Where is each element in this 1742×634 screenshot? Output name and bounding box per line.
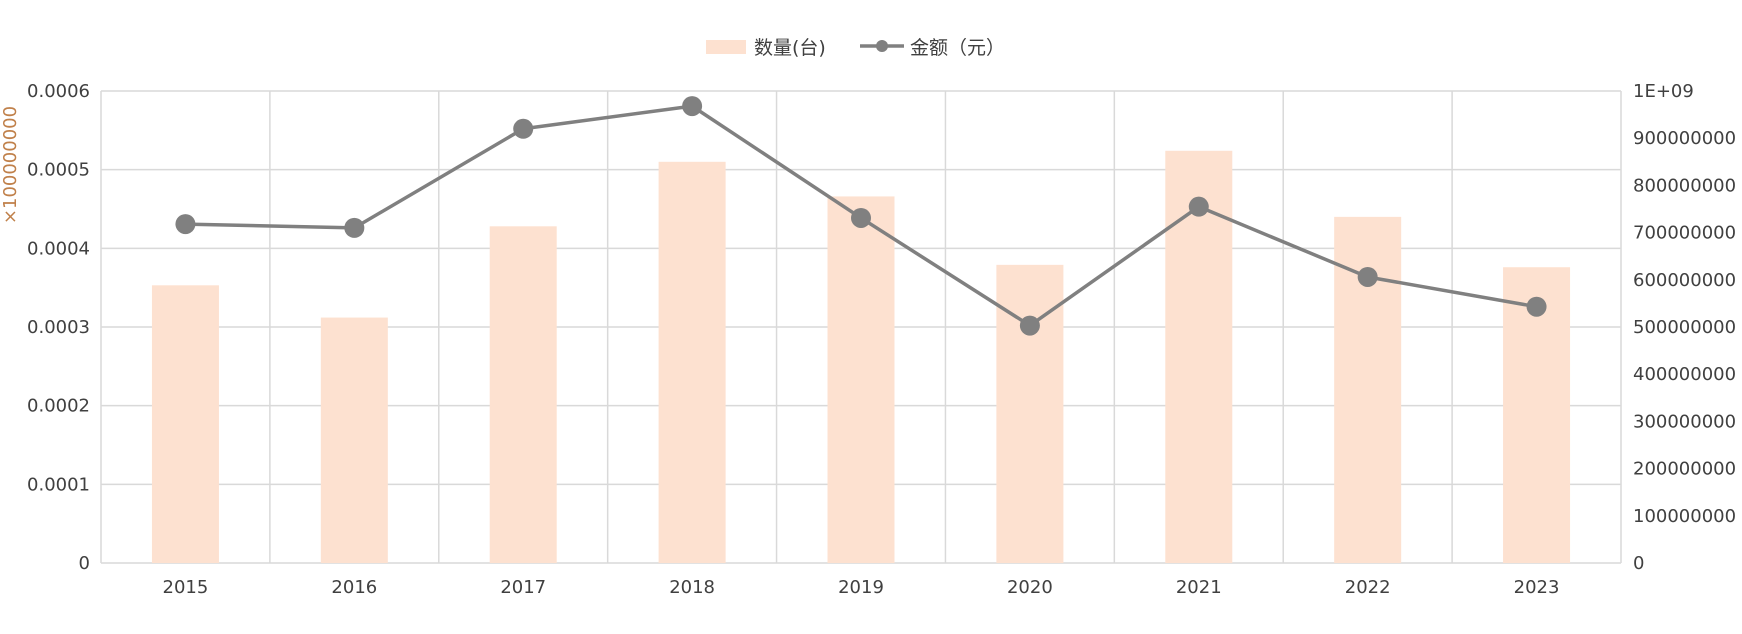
legend-label-bar: 数量(台) bbox=[754, 37, 826, 59]
line-point bbox=[851, 207, 871, 228]
y-left-tick-label: 0.0006 bbox=[27, 81, 90, 102]
legend-swatch-marker bbox=[876, 40, 888, 52]
bar bbox=[658, 161, 726, 564]
x-tick-label: 2019 bbox=[838, 577, 884, 598]
y-right-tick-label: 100000000 bbox=[1633, 506, 1736, 527]
line-point bbox=[1526, 296, 1547, 317]
x-tick-label: 2018 bbox=[669, 577, 715, 598]
y-left-unit-label: ×100000000 bbox=[0, 106, 21, 224]
y-right-tick-label: 300000000 bbox=[1633, 411, 1736, 432]
y-right-tick-label: 700000000 bbox=[1633, 223, 1736, 244]
y-right-tick-label: 200000000 bbox=[1633, 459, 1736, 480]
y-left-tick-label: 0.0004 bbox=[27, 238, 90, 259]
y-left-tick-label: 0.0005 bbox=[27, 160, 90, 181]
x-tick-label: 2020 bbox=[1007, 577, 1053, 598]
bar-series bbox=[151, 150, 1571, 564]
legend-swatch-bar bbox=[706, 40, 746, 54]
line-point bbox=[344, 217, 365, 238]
y-right-tick-label: 1E+09 bbox=[1633, 81, 1694, 102]
y-left-tick-label: 0 bbox=[79, 553, 90, 574]
bar bbox=[1165, 150, 1233, 563]
line-point bbox=[175, 214, 196, 235]
bar bbox=[489, 226, 557, 563]
y-right-tick-label: 900000000 bbox=[1633, 128, 1736, 149]
line-series bbox=[175, 96, 1547, 336]
x-tick-label: 2017 bbox=[500, 577, 546, 598]
y-right-tick-label: 600000000 bbox=[1633, 270, 1736, 291]
line-point bbox=[1019, 315, 1040, 336]
y-left-tick-label: 0.0003 bbox=[27, 317, 90, 338]
y-left-tick-label: 0.0002 bbox=[27, 396, 90, 417]
x-tick-label: 2021 bbox=[1176, 577, 1222, 598]
bar bbox=[827, 196, 895, 563]
x-tick-label: 2016 bbox=[331, 577, 377, 598]
line-point bbox=[1357, 266, 1378, 287]
y-right-tick-label: 800000000 bbox=[1633, 175, 1736, 196]
line-point bbox=[513, 118, 534, 139]
x-tick-label: 2023 bbox=[1514, 577, 1560, 598]
legend-label-line: 金额（元） bbox=[910, 37, 1005, 59]
y-right-tick-label: 0 bbox=[1633, 553, 1644, 574]
bar bbox=[320, 317, 388, 563]
line-point bbox=[682, 96, 703, 117]
line-point bbox=[1188, 196, 1209, 217]
y-left-tick-label: 0.0001 bbox=[27, 474, 90, 495]
x-tick-label: 2015 bbox=[163, 577, 209, 598]
bar bbox=[996, 264, 1064, 563]
y-right-tick-label: 500000000 bbox=[1633, 317, 1736, 338]
legend: 数量(台) 金额（元） bbox=[706, 37, 1005, 59]
axes: 0 0.0001 0.0002 0.0003 0.0004 0.0005 0.0006 0 10… bbox=[27, 81, 1736, 598]
x-tick-label: 2022 bbox=[1345, 577, 1391, 598]
bar bbox=[151, 285, 219, 563]
y-right-tick-label: 400000000 bbox=[1633, 364, 1736, 385]
